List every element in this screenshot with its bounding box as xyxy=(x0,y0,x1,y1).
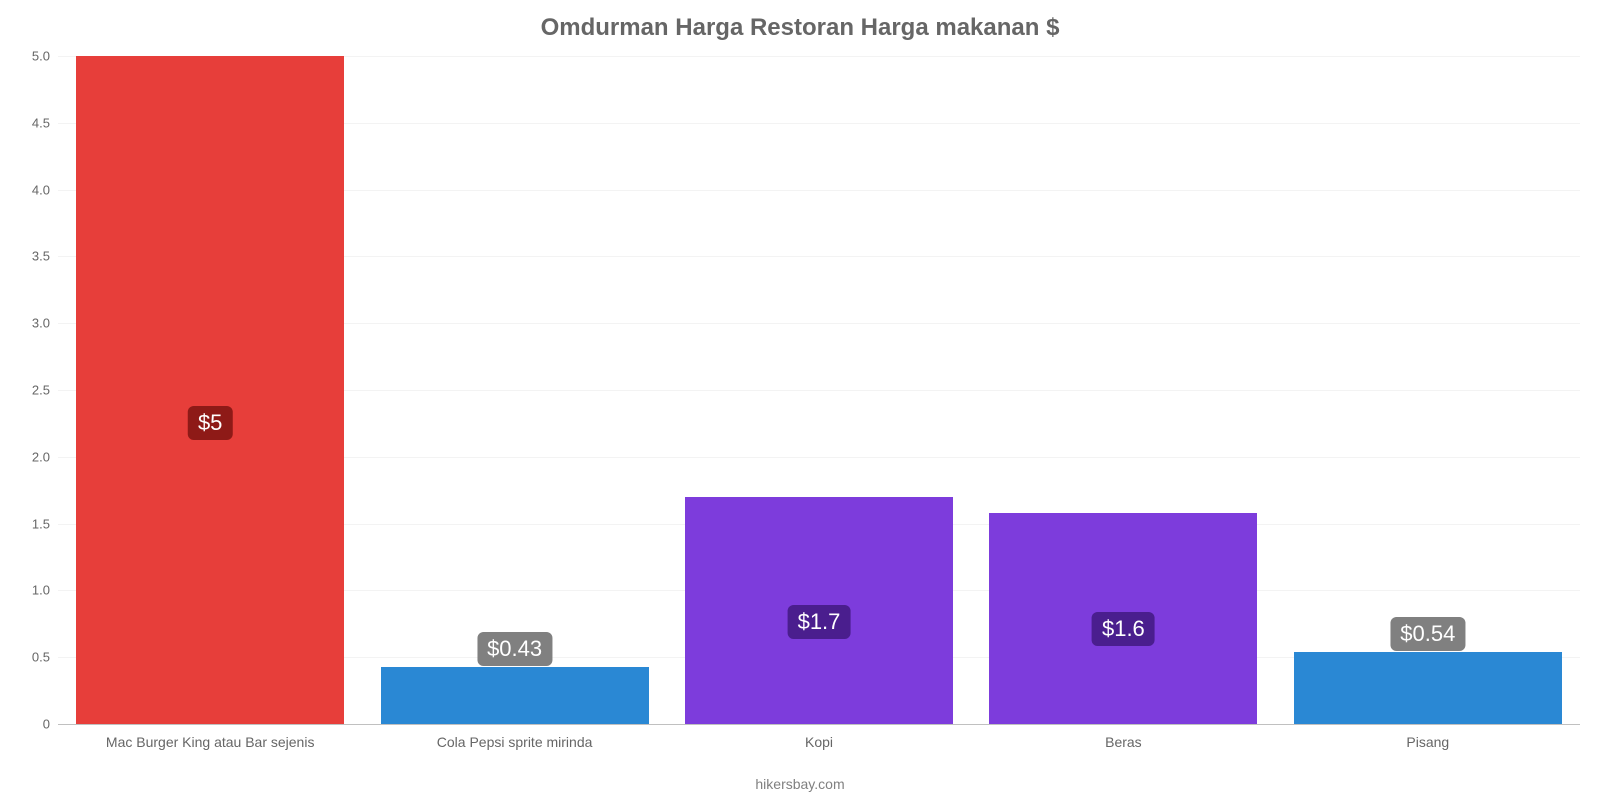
y-tick-label: 0 xyxy=(43,717,50,732)
x-tick-label: Pisang xyxy=(1406,734,1449,750)
x-axis-line xyxy=(58,724,1580,725)
y-tick-label: 3.0 xyxy=(32,316,50,331)
y-tick-label: 0.5 xyxy=(32,650,50,665)
bar xyxy=(1294,652,1562,724)
x-tick-label: Beras xyxy=(1105,734,1142,750)
bar xyxy=(76,56,344,724)
x-tick-label: Kopi xyxy=(805,734,833,750)
source-label: hikersbay.com xyxy=(0,776,1600,792)
bar xyxy=(381,667,649,724)
y-tick-label: 2.0 xyxy=(32,449,50,464)
x-tick-label: Cola Pepsi sprite mirinda xyxy=(437,734,593,750)
bar-value-label: $0.54 xyxy=(1390,617,1465,651)
y-tick-label: 5.0 xyxy=(32,49,50,64)
chart-title: Omdurman Harga Restoran Harga makanan $ xyxy=(0,14,1600,42)
chart-container: Omdurman Harga Restoran Harga makanan $ … xyxy=(0,0,1600,800)
y-tick-label: 1.0 xyxy=(32,583,50,598)
bar-value-label: $1.6 xyxy=(1092,612,1155,646)
y-tick-label: 4.0 xyxy=(32,182,50,197)
y-tick-label: 1.5 xyxy=(32,516,50,531)
plot-area: 00.51.01.52.02.53.03.54.04.55.0$5Mac Bur… xyxy=(58,56,1580,724)
x-tick-label: Mac Burger King atau Bar sejenis xyxy=(106,734,315,750)
y-tick-label: 4.5 xyxy=(32,115,50,130)
bar-value-label: $5 xyxy=(188,406,232,440)
bar-value-label: $1.7 xyxy=(788,605,851,639)
y-tick-label: 2.5 xyxy=(32,383,50,398)
bar-value-label: $0.43 xyxy=(477,632,552,666)
y-tick-label: 3.5 xyxy=(32,249,50,264)
